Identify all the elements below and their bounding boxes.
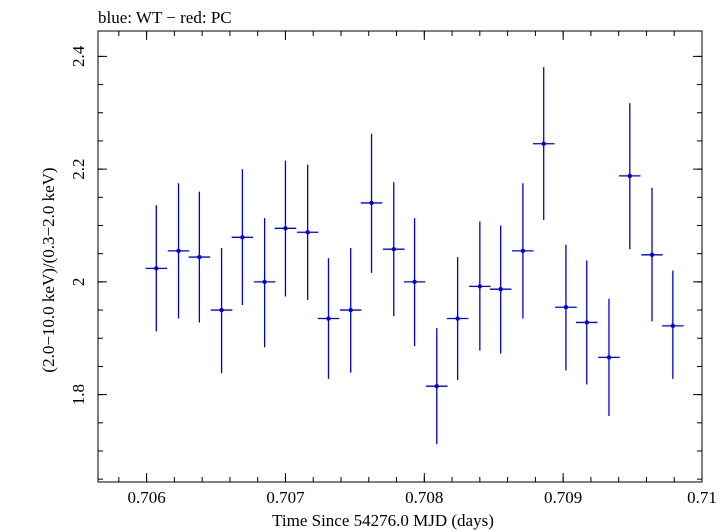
data-marker <box>606 355 612 360</box>
data-point <box>403 218 426 347</box>
data-point <box>555 244 577 371</box>
x-tick-label: 0.708 <box>405 488 443 507</box>
plot-frame <box>97 30 703 483</box>
data-marker <box>520 248 526 254</box>
data-marker <box>240 235 245 240</box>
data-point <box>145 205 168 332</box>
data-marker <box>283 226 288 231</box>
data-marker <box>584 320 589 325</box>
data-point <box>382 182 405 317</box>
data-point <box>446 257 469 380</box>
data-marker <box>627 173 632 179</box>
data-marker <box>477 284 483 289</box>
x-tick-label: 0.706 <box>127 488 165 507</box>
axis-tick-labels: 0.706 0.707 0.708 0.709 0.71 1.8 2 2.2 2.4 <box>69 45 717 507</box>
y-tick-label: 2.2 <box>69 158 88 179</box>
data-marker <box>197 254 202 260</box>
data-marker <box>563 305 569 310</box>
data-point <box>512 183 534 319</box>
axis-ticks <box>98 31 703 482</box>
data-marker <box>326 316 331 321</box>
data-point <box>489 225 512 354</box>
x-tick-label: 0.707 <box>266 488 305 507</box>
x-tick-label: 0.71 <box>687 488 717 507</box>
data-marker <box>176 248 181 254</box>
y-tick-label: 1.8 <box>69 384 88 405</box>
data-marker <box>154 266 159 271</box>
data-point <box>296 164 319 300</box>
data-point <box>210 248 233 374</box>
data-marker <box>434 383 439 389</box>
data-point <box>426 328 448 445</box>
data-point <box>188 191 211 323</box>
data-marker <box>541 141 546 146</box>
x-axis-label: Time Since 54276.0 MJD (days) <box>272 511 494 530</box>
data-marker <box>262 279 267 285</box>
data-marker <box>348 307 353 313</box>
data-point <box>167 183 190 319</box>
data-marker <box>498 286 503 292</box>
data-point <box>317 258 340 379</box>
y-tick-label: 2 <box>69 278 88 287</box>
y-axis-label: (2.0−10.0 keV)/(0.3−2.0 keV) <box>39 167 58 372</box>
data-marker <box>219 307 224 313</box>
data-series <box>145 67 684 445</box>
data-point <box>619 103 641 250</box>
x-tick-label: 0.709 <box>544 488 582 507</box>
data-point <box>598 298 620 417</box>
data-point <box>575 260 598 385</box>
data-marker <box>670 323 676 329</box>
data-marker <box>455 316 460 321</box>
data-point <box>662 270 684 379</box>
data-marker <box>305 230 310 235</box>
data-marker <box>649 252 655 258</box>
data-point <box>469 221 491 351</box>
data-point <box>253 218 276 348</box>
data-marker <box>391 246 396 252</box>
data-point <box>339 248 362 373</box>
data-point <box>274 160 297 297</box>
data-point <box>641 187 663 322</box>
data-point <box>231 169 254 305</box>
data-marker <box>369 200 374 206</box>
data-marker <box>412 279 417 285</box>
chart-title: blue: WT − red: PC <box>98 8 232 27</box>
data-point <box>360 133 383 273</box>
data-point <box>532 67 555 220</box>
y-tick-label: 2.4 <box>69 45 88 67</box>
